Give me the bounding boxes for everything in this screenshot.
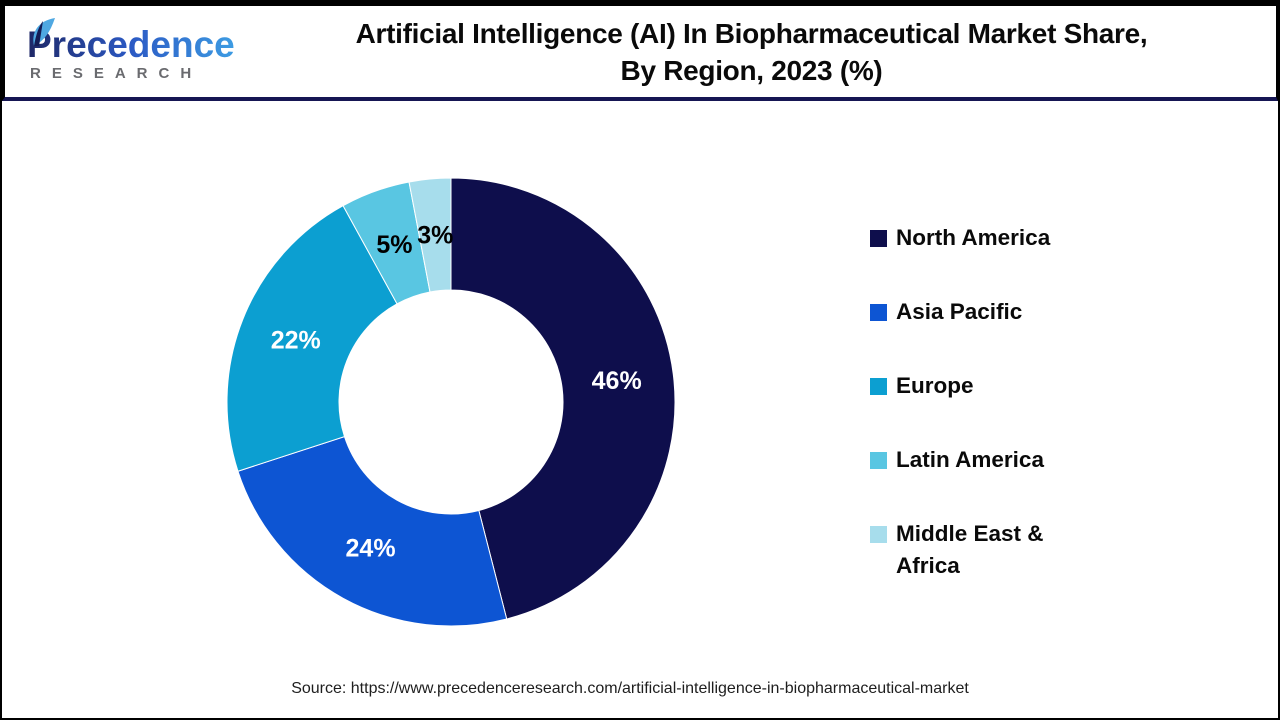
legend-label-europe: Europe [896,373,974,398]
legend-swatch-asia-pacific [870,304,887,321]
legend-label-asia-pacific: Asia Pacific [896,299,1023,324]
chart-title-line2: By Region, 2023 (%) [620,54,883,86]
legend-swatch-europe [870,378,887,395]
header: Precedence RESEARCH Artificial Intellige… [2,2,1278,101]
donut-slice-europe [227,205,398,472]
slice-value-label: 22% [271,327,321,355]
logo-sub-text: RESEARCH [30,65,202,82]
legend-swatch-latin-america [870,452,887,469]
logo-brand-text: Precedence [27,24,235,65]
legend-swatch-north-america [870,230,887,247]
legend-item-middle-east-africa: Middle East & Africa [870,518,1075,582]
chart-title: Artificial Intelligence (AI) In Biopharm… [237,15,1276,89]
donut-chart: 46% 24% 22% 5% 3% [227,178,675,626]
slice-value-label: 5% [376,231,412,259]
brand-logo-svg: Precedence RESEARCH [27,18,235,82]
brand-logo: Precedence RESEARCH [27,16,237,87]
legend-item-north-america: North America [870,222,1075,254]
legend-item-asia-pacific: Asia Pacific [870,296,1075,328]
slice-value-label: 46% [592,367,642,395]
source-attribution: Source: https://www.precedenceresearch.c… [291,680,969,697]
slice-value-label: 24% [346,534,396,562]
donut-slice-north-america [450,178,675,620]
legend-item-latin-america: Latin America [870,444,1075,476]
legend-swatch-middle-east-africa [870,526,887,543]
legend-label-latin-america: Latin America [896,447,1044,472]
chart-legend: North America Asia Pacific Europe Latin … [870,222,1075,582]
legend-label-middle-east-africa: Middle East & Africa [896,521,1044,578]
donut-slice-middle-east-africa [408,178,452,293]
legend-item-europe: Europe [870,370,1075,402]
logo-leaf-vein [34,21,43,46]
donut-slice-asia-pacific [237,435,508,626]
legend-label-north-america: North America [896,225,1051,250]
slice-value-label: 3% [417,222,453,250]
chart-title-line1: Artificial Intelligence (AI) In Biopharm… [355,17,1148,49]
